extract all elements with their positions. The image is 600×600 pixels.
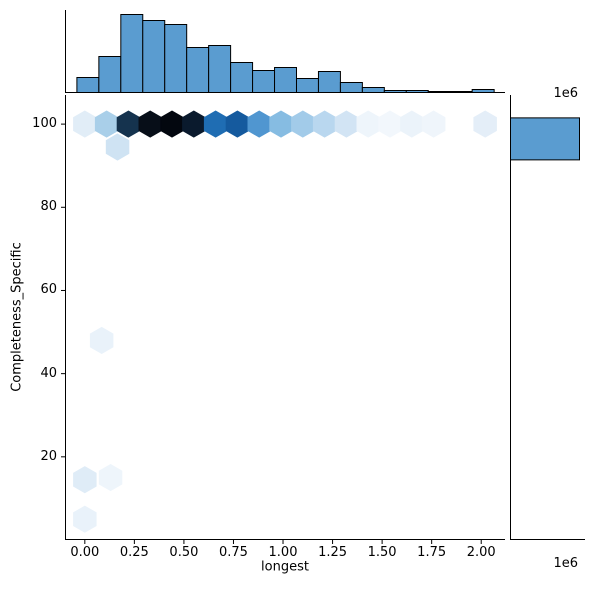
- top-axis-offset-text: 1e6: [553, 86, 578, 101]
- y-tick-label: 40: [40, 365, 57, 381]
- top-histogram-bar: [230, 62, 254, 93]
- hexbin-cell: [98, 464, 123, 492]
- hexbin-cell: [291, 110, 315, 138]
- hexbin-cell: [421, 110, 446, 138]
- x-axis-label: longest: [261, 559, 309, 575]
- x-tick-label: 0.75: [218, 545, 248, 560]
- hexbin-cell: [378, 110, 402, 138]
- hexbin-cell: [94, 110, 119, 138]
- hexbin-cell: [225, 110, 250, 138]
- top-histogram-bar: [361, 87, 385, 93]
- x-tick-label: 1.50: [367, 545, 397, 560]
- y-axis-label: Completeness_Specific: [9, 242, 25, 392]
- hexbin-cell: [89, 326, 114, 354]
- right-marginal-histogram: [510, 95, 585, 540]
- top-histogram-bar: [339, 82, 363, 93]
- top-histogram-bar: [208, 45, 232, 93]
- hexbin-cell: [73, 466, 97, 494]
- x-tick-label: 2.00: [466, 545, 496, 560]
- top-marginal-histogram: [65, 10, 505, 93]
- main-hexbin-plot: [61, 95, 505, 544]
- top-histogram-bar: [186, 47, 210, 93]
- x-tick-label: 0.25: [119, 545, 149, 560]
- hexbin-cell: [116, 110, 141, 138]
- top-histogram-bar: [120, 14, 144, 93]
- y-tick-label: 60: [40, 282, 57, 298]
- x-tick-label: 1.00: [268, 545, 298, 560]
- hexbin-cell: [473, 110, 497, 138]
- right-histogram-bar: [510, 117, 580, 161]
- top-histogram-bar: [295, 78, 319, 93]
- top-histogram-bar: [98, 56, 122, 93]
- top-histogram-bar: [142, 20, 166, 93]
- y-tick-label: 100: [32, 116, 57, 132]
- x-tick-label: 0.00: [70, 545, 100, 560]
- top-histogram-bar: [164, 24, 188, 93]
- top-histogram-bar: [274, 67, 297, 93]
- hexbin-cell: [400, 110, 424, 138]
- hexbin-cell: [73, 110, 97, 138]
- hexbin-cell: [182, 110, 206, 138]
- hexbin-cell: [105, 133, 130, 161]
- top-histogram-bar: [252, 70, 276, 93]
- y-tick-label: 80: [40, 199, 57, 215]
- hexbin-cell: [356, 110, 380, 138]
- x-tick-label: 0.50: [169, 545, 199, 560]
- top-histogram-bar: [76, 77, 100, 93]
- hexbin-cell: [203, 110, 228, 138]
- hexbin-cell: [138, 110, 162, 138]
- x-axis-offset-text: 1e6: [553, 556, 578, 571]
- x-tick-label: 1.75: [417, 545, 447, 560]
- hexbin-cell: [334, 110, 359, 138]
- hexbin-cell: [73, 505, 97, 533]
- x-tick-label: 1.25: [318, 545, 348, 560]
- hexbin-cell: [160, 110, 184, 138]
- hexbin-cell: [247, 110, 271, 138]
- hexbin-cell: [312, 110, 337, 138]
- y-tick-label: 20: [40, 448, 57, 464]
- top-histogram-bar: [317, 71, 341, 93]
- hexbin-cell: [269, 110, 293, 138]
